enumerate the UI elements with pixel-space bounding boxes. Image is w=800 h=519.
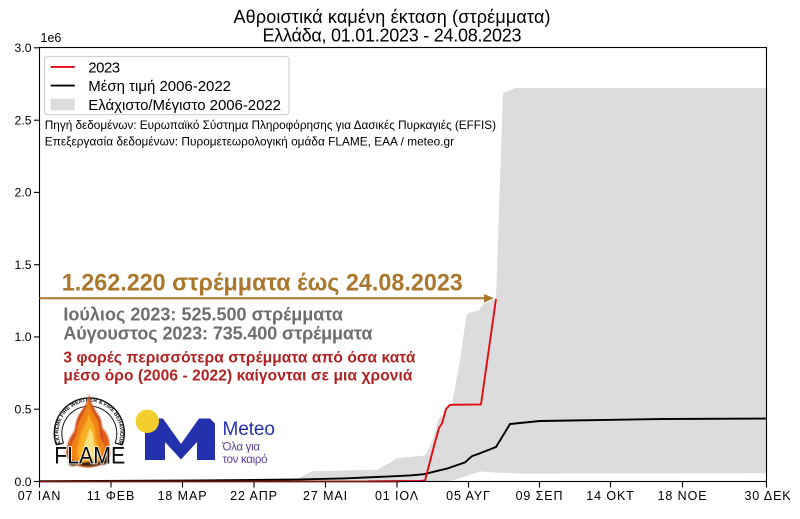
svg-text:Μέση τιμή 2006-2022: Μέση τιμή 2006-2022 xyxy=(88,78,231,95)
svg-text:2.0: 2.0 xyxy=(15,186,32,200)
svg-text:Επεξεργασία δεδομένων: Πυρομετ: Επεξεργασία δεδομένων: Πυρομετεωρολογική… xyxy=(45,135,454,149)
svg-text:1e6: 1e6 xyxy=(41,31,62,45)
svg-text:18 ΝΟΕ: 18 ΝΟΕ xyxy=(658,489,708,503)
svg-text:1.5: 1.5 xyxy=(15,258,32,272)
svg-text:18 ΜΑΡ: 18 ΜΑΡ xyxy=(158,489,208,503)
svg-text:2023: 2023 xyxy=(88,59,120,76)
svg-text:1.0: 1.0 xyxy=(15,330,32,344)
svg-text:3 φορές περισσότερα στρέμματα: 3 φορές περισσότερα στρέμματα από όσα κα… xyxy=(63,350,415,367)
svg-text:Meteo: Meteo xyxy=(223,419,276,440)
svg-text:01 ΙΟΛ: 01 ΙΟΛ xyxy=(375,489,419,503)
svg-text:0.0: 0.0 xyxy=(15,475,32,489)
svg-text:27 ΜΑΙ: 27 ΜΑΙ xyxy=(303,489,348,503)
svg-text:μέσο όρο (2006 - 2022) καίγοντ: μέσο όρο (2006 - 2022) καίγονται σε μια … xyxy=(63,368,412,385)
svg-text:30 ΔΕΚ: 30 ΔΕΚ xyxy=(744,489,791,503)
svg-text:1.262.220 στρέμματα έως 24.08.: 1.262.220 στρέμματα έως 24.08.2023 xyxy=(62,270,463,297)
svg-text:Όλα για: Όλα για xyxy=(222,442,261,454)
svg-text:Αύγουστος 2023: 735.400 στρέμμ: Αύγουστος 2023: 735.400 στρέμματα xyxy=(63,324,372,344)
svg-text:Ελλάδα, 01.01.2023 - 24.08.202: Ελλάδα, 01.01.2023 - 24.08.2023 xyxy=(263,25,522,45)
svg-text:Ιούλιος 2023: 525.500 στρέμματ: Ιούλιος 2023: 525.500 στρέμματα xyxy=(63,304,343,324)
svg-text:07 ΙΑΝ: 07 ΙΑΝ xyxy=(18,489,62,503)
svg-text:22 ΑΠΡ: 22 ΑΠΡ xyxy=(230,489,278,503)
svg-text:3.0: 3.0 xyxy=(15,41,32,55)
svg-text:14 ΟΚΤ: 14 ΟΚΤ xyxy=(586,489,634,503)
svg-text:Αθροιστικά καμένη έκταση (στρέ: Αθροιστικά καμένη έκταση (στρέμματα) xyxy=(234,7,551,27)
svg-text:11 ΦΕΒ: 11 ΦΕΒ xyxy=(87,489,136,503)
svg-text:05 ΑΥΓ: 05 ΑΥΓ xyxy=(446,489,491,503)
svg-text:0.5: 0.5 xyxy=(15,403,32,417)
svg-text:Πηγή δεδομένων: Ευρωπαϊκό Σύστ: Πηγή δεδομένων: Ευρωπαϊκό Σύστημα Πληροφ… xyxy=(45,118,496,132)
svg-text:2.5: 2.5 xyxy=(15,114,32,128)
svg-text:Ελάχιστο/Μέγιστο 2006-2022: Ελάχιστο/Μέγιστο 2006-2022 xyxy=(88,97,281,114)
svg-text:FLAME: FLAME xyxy=(54,443,125,470)
svg-text:09 ΣΕΠ: 09 ΣΕΠ xyxy=(516,489,564,503)
svg-text:τον καιρό: τον καιρό xyxy=(223,454,268,466)
